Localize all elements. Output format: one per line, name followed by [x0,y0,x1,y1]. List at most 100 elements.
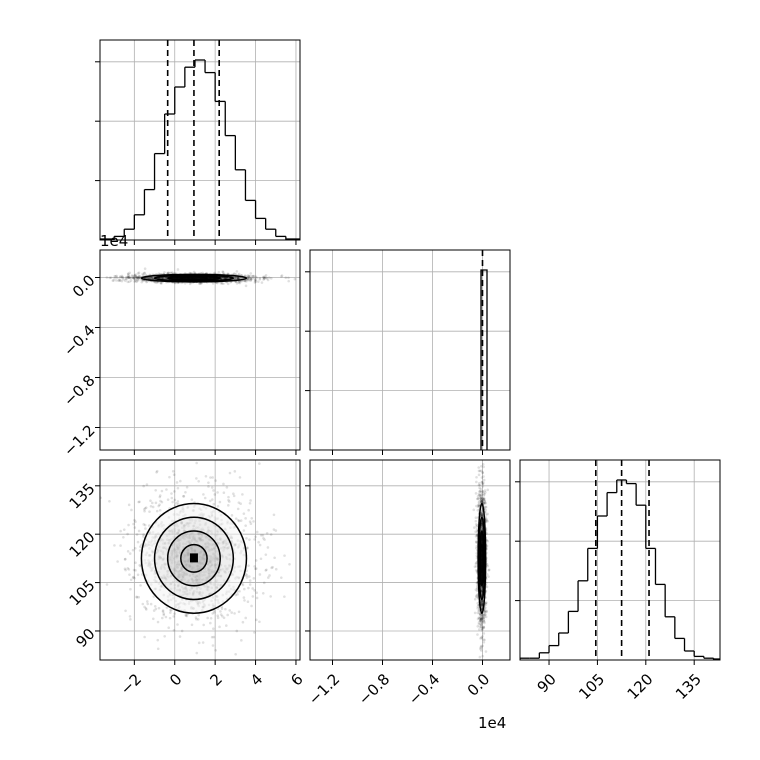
scatter-point [219,610,222,613]
scatter-point [478,490,481,493]
scatter-point [124,279,127,283]
scatter-point [108,276,112,280]
scatter-point [287,279,290,283]
scatter-point [143,509,146,513]
scatter-point [474,540,478,543]
scatter-point [482,614,486,618]
scatter-point [246,275,250,279]
scatter-point [476,497,479,501]
scatter-point [197,613,200,617]
histogram-panel-1-frame [309,249,511,451]
scatter-point [135,533,139,536]
scatter-point [254,535,257,539]
scatter-point [484,505,487,509]
scatter-point [479,614,483,618]
scatter-point [185,614,189,618]
scatter-point [480,499,483,503]
scatter-point [474,492,478,495]
scatter-point [198,282,202,286]
scatter-point [184,613,188,617]
scatter-point [485,601,488,605]
scatter-point [179,479,182,483]
histogram-panel-2: 90 105 120 135 [515,459,721,703]
scatter-point [481,471,485,475]
scatter-point [474,594,478,598]
scatter-point [167,271,170,275]
scatter-point [487,575,490,578]
scatter-point [481,485,485,488]
scatter-point [224,607,227,611]
scatter-point [201,271,204,275]
scatter-point [479,646,482,649]
scatter-point [480,623,483,627]
scatter-point [481,470,485,474]
scatter-point [480,600,483,604]
scatter-point [137,276,141,279]
scatter-point [223,276,226,280]
scatter-point [138,545,142,548]
scatter-point [236,276,240,280]
scatter-point [476,617,480,621]
scatter-point [257,280,260,283]
scatter-point [226,282,230,286]
scatter-point [270,566,273,570]
scatter-point [280,274,284,277]
scatter-point [111,279,115,282]
scatter-point [480,603,483,606]
scatter-point [479,622,482,626]
scatter-point [105,276,109,279]
scatter-point [237,272,241,276]
scatter-point [197,479,200,483]
scatter-point [214,648,217,652]
scatter-point [160,500,164,504]
scatter-point [132,276,136,280]
scatter-point [487,568,491,572]
scatter-point [475,589,479,593]
scatter-point [135,276,139,279]
scatter-point [149,602,153,606]
scatter-point [481,499,484,502]
scatter-point [112,279,115,282]
scatter-point [480,524,484,528]
scatter-point [126,272,130,276]
scatter-point [480,513,484,516]
scatter-point [482,498,485,502]
scatter-point [480,627,483,630]
scatter-point [148,510,151,513]
scatter-point [212,489,215,492]
scatter-point [137,276,140,280]
scatter-point [233,612,236,615]
scatter-point [137,271,141,274]
scatter-point [262,278,265,281]
scatter-point [480,512,483,516]
scatter-point [126,275,129,279]
scatter-point [122,278,126,281]
scatter-point [195,651,199,655]
scatter-point [129,587,132,591]
scatter-point [132,276,136,280]
scatter-point [219,281,223,285]
scatter-point [475,534,479,538]
scatter-point [133,526,137,529]
scatter-point [481,489,485,493]
scatter-point [197,641,201,645]
scatter-point [480,476,484,479]
scatter-point [284,276,288,279]
scatter-point [150,501,154,505]
scatter-point [242,512,246,515]
scatter-point [480,607,484,611]
y-tick-label-1: −0.8 [60,371,98,409]
scatter-point [293,277,297,281]
x-tick-label-3: 135 [672,670,705,703]
scatter-point [143,271,146,275]
scatter-point [481,496,485,500]
density-core [167,275,221,281]
scatter-point [113,544,116,547]
scatter-point [234,517,238,520]
scatter-point [478,490,482,493]
y-tick-label-2: 120 [66,528,99,561]
scatter-point [479,496,483,500]
scatter-point [474,562,478,566]
scatter-point [143,523,147,527]
scatter-point [178,635,182,638]
